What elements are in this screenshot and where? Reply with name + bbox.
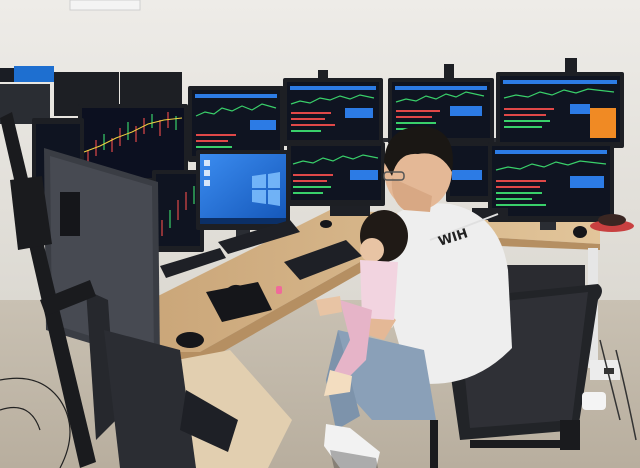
windows-logo-icon — [252, 172, 280, 206]
monitor-top-4 — [496, 58, 624, 148]
glasses — [383, 171, 405, 181]
phone-pink — [276, 286, 282, 294]
man-shoe — [324, 424, 380, 468]
child-leg — [334, 300, 372, 380]
cables-left — [0, 377, 71, 468]
mouse-right — [573, 226, 587, 238]
man-hair — [384, 126, 453, 176]
keyboard-far-mid — [330, 206, 370, 216]
monitor-candlestick — [78, 104, 188, 182]
child — [316, 210, 408, 396]
monitor-vertical-left — [152, 170, 204, 252]
monitor-windows-desktop — [196, 150, 290, 238]
monitor-top-2 — [283, 70, 383, 146]
monitor-mid-3 — [446, 142, 492, 202]
air-conditioner — [69, 0, 141, 11]
keyboard-far-right — [472, 208, 508, 220]
mouse — [320, 220, 332, 228]
keyboard-left — [160, 248, 226, 278]
child-body — [360, 260, 398, 320]
monitor-mid-2 — [287, 142, 385, 214]
handbag — [206, 282, 272, 322]
keyboard-front — [284, 240, 362, 280]
man-torso — [388, 203, 512, 384]
keyboard-back — [218, 220, 300, 254]
monitor-pole — [0, 112, 96, 468]
monitor-top-1 — [188, 86, 284, 162]
monitor-mid-4 — [488, 142, 614, 230]
desk — [150, 210, 600, 352]
power-strip — [582, 339, 637, 441]
